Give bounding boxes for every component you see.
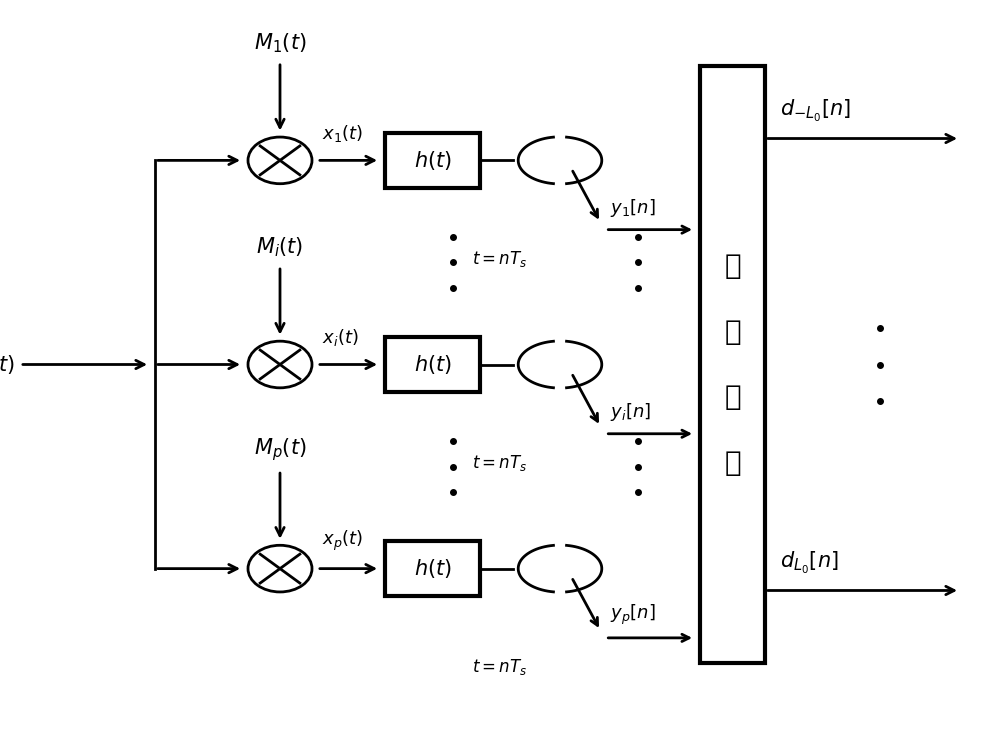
Text: $M_i(t)$: $M_i(t)$ — [256, 235, 304, 259]
Text: $M_p(t)$: $M_p(t)$ — [254, 436, 306, 463]
Text: $d_{-L_0}[n]$: $d_{-L_0}[n]$ — [780, 98, 851, 124]
Bar — [385, 337, 480, 392]
Text: 构: 构 — [724, 318, 741, 346]
Text: 算: 算 — [724, 383, 741, 411]
Circle shape — [248, 137, 312, 184]
Text: $t = nT_s$: $t = nT_s$ — [472, 453, 527, 473]
Text: $t = nT_s$: $t = nT_s$ — [472, 249, 527, 269]
Circle shape — [248, 545, 312, 592]
Text: $M_1(t)$: $M_1(t)$ — [254, 31, 306, 55]
Text: $x(t)$: $x(t)$ — [0, 353, 15, 376]
Text: 法: 法 — [724, 449, 741, 477]
Text: $x_1(t)$: $x_1(t)$ — [322, 123, 363, 144]
Text: $h(t)$: $h(t)$ — [414, 149, 451, 172]
Bar — [385, 541, 480, 596]
Text: $h(t)$: $h(t)$ — [414, 353, 451, 376]
Circle shape — [248, 341, 312, 388]
Text: $h(t)$: $h(t)$ — [414, 557, 451, 580]
Text: $t = nT_s$: $t = nT_s$ — [472, 657, 527, 677]
Text: $x_p(t)$: $x_p(t)$ — [322, 529, 363, 553]
Text: 重: 重 — [724, 252, 741, 280]
Bar — [385, 133, 480, 188]
Text: $x_i(t)$: $x_i(t)$ — [322, 327, 359, 348]
Text: $d_{L_0}[n]$: $d_{L_0}[n]$ — [780, 550, 839, 576]
Text: $y_1[n]$: $y_1[n]$ — [610, 197, 656, 219]
Text: $y_i[n]$: $y_i[n]$ — [610, 401, 651, 423]
Bar — [700, 66, 765, 663]
Text: $y_p[n]$: $y_p[n]$ — [610, 603, 656, 627]
